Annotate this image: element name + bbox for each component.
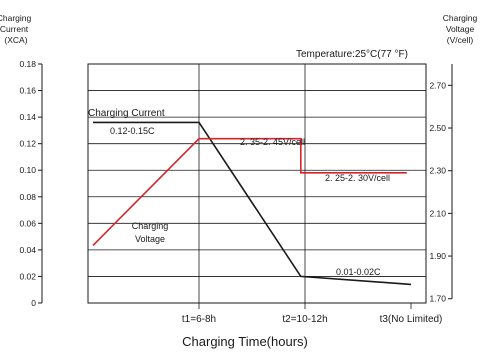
- left-axis-title-line1: Charging: [0, 13, 32, 23]
- left-tick-label-3: 0.06: [19, 218, 36, 228]
- right-axis-title-line3: (V/cell): [447, 35, 474, 45]
- right-tick-label-0: 1.70: [429, 294, 446, 304]
- plot-frame: [87, 63, 427, 304]
- annotation-current-range: 0.12-0.15C: [110, 126, 155, 136]
- left-tick-label-9: 0.18: [19, 59, 36, 69]
- right-tick-label-2: 2.10: [429, 208, 446, 218]
- left-axis-title-line3: (XCA): [4, 35, 27, 45]
- series-line-charging-current: [93, 121, 412, 286]
- left-tick-label-1: 0.02: [19, 271, 36, 281]
- series: [92, 121, 412, 286]
- axes: 0 0.02 0.04 0.06 0.08 0.10 0.12 0.14 0.16 0.18 1.7…: [19, 59, 453, 325]
- left-axis-title: Charging Current (XCA): [0, 13, 32, 45]
- annotation-charging-current: Charging Current: [88, 108, 165, 119]
- x-tick-label-2: t2=10-12h: [282, 314, 327, 325]
- right-axis-title-line1: Charging: [443, 13, 478, 23]
- left-tick-label-8: 0.16: [19, 86, 36, 96]
- right-tick-label-4: 2.50: [429, 123, 446, 133]
- annotation-float-voltage: 2. 25-2. 30V/cell: [325, 173, 390, 183]
- annotation-voltage-label-line2: Voltage: [135, 234, 165, 244]
- left-tick-label-6: 0.12: [19, 139, 36, 149]
- annotation-final-current: 0.01-0.02C: [336, 267, 381, 277]
- right-tick-label-5: 2.70: [429, 80, 446, 90]
- right-tick-label-1: 1.90: [429, 251, 446, 261]
- x-axis-title: Charging Time(hours): [182, 334, 308, 349]
- right-tick-label-3: 2.30: [429, 166, 446, 176]
- right-axis-title: Charging Voltage (V/cell): [443, 13, 478, 45]
- temperature-annotation: Temperature:25°C(77 °F): [296, 49, 408, 60]
- left-tick-label-2: 0.04: [19, 245, 36, 255]
- left-tick-label-7: 0.14: [19, 112, 36, 122]
- left-tick-label-4: 0.08: [19, 192, 36, 202]
- x-tick-label-1: t1=6-8h: [182, 314, 216, 325]
- right-axis-title-line2: Voltage: [446, 24, 475, 34]
- annotation-absorption-voltage: 2. 35-2. 45V/cell: [240, 137, 305, 147]
- grid: [87, 63, 427, 309]
- left-tick-label-0: 0: [31, 298, 36, 308]
- left-tick-label-5: 0.10: [19, 165, 36, 175]
- left-axis-title-line2: Current: [0, 24, 29, 34]
- series-line-charging-voltage: [92, 137, 407, 246]
- x-tick-label-3: t3(No Limited): [380, 314, 443, 325]
- annotation-voltage-label-line1: Charging: [132, 221, 169, 231]
